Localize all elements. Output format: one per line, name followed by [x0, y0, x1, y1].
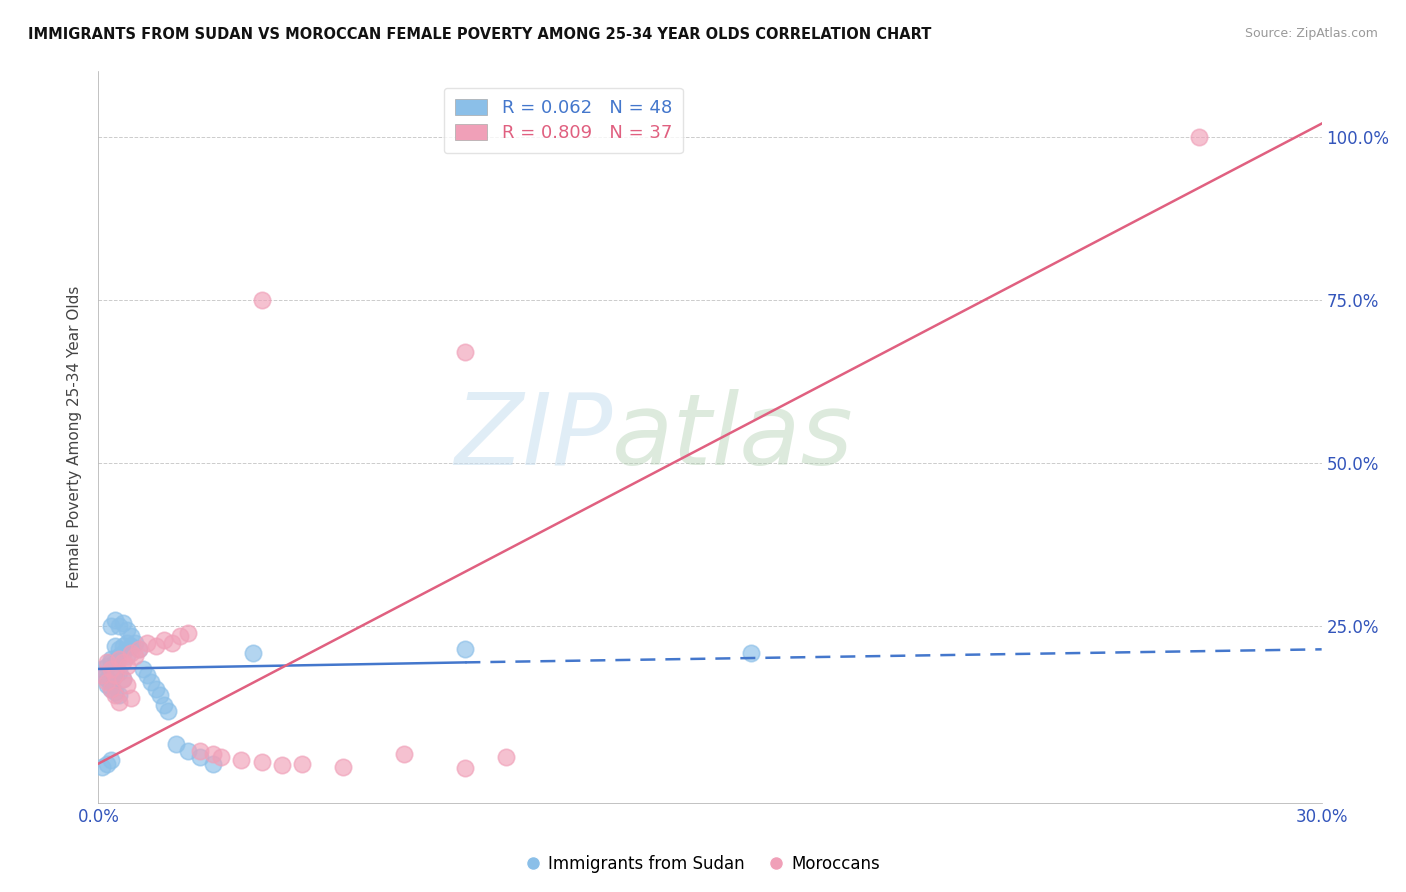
Point: [111, 616, 134, 631]
Point: [104, 656, 127, 670]
Point: [108, 665, 131, 680]
Point: [149, 688, 172, 702]
Point: [250, 756, 273, 770]
Point: [104, 668, 127, 682]
Point: [495, 750, 517, 764]
Point: [100, 675, 122, 690]
Point: [108, 688, 131, 702]
Point: [111, 646, 134, 660]
Point: [96, 672, 118, 686]
Point: [108, 619, 131, 633]
Point: [128, 642, 150, 657]
Point: [132, 662, 155, 676]
Point: [111, 639, 134, 653]
Point: [332, 760, 354, 774]
Point: [91, 668, 114, 682]
Point: [291, 756, 314, 771]
Point: [242, 646, 264, 660]
Point: [100, 681, 122, 696]
Point: [128, 642, 150, 657]
Point: [209, 750, 232, 764]
Point: [115, 678, 138, 692]
Point: [91, 760, 114, 774]
Point: [111, 672, 134, 686]
Point: [96, 678, 118, 692]
Point: [96, 656, 118, 670]
Point: [100, 619, 122, 633]
Point: [100, 652, 122, 666]
Text: IMMIGRANTS FROM SUDAN VS MOROCCAN FEMALE POVERTY AMONG 25-34 YEAR OLDS CORRELATI: IMMIGRANTS FROM SUDAN VS MOROCCAN FEMALE…: [28, 27, 932, 42]
Text: atlas: atlas: [612, 389, 853, 485]
Point: [108, 695, 131, 709]
Point: [392, 747, 416, 761]
Point: [136, 636, 159, 650]
Point: [124, 648, 146, 663]
Point: [120, 639, 142, 653]
Point: [111, 672, 134, 686]
Legend: R = 0.062   N = 48, R = 0.809   N = 37: R = 0.062 N = 48, R = 0.809 N = 37: [444, 87, 683, 153]
Point: [120, 691, 142, 706]
Point: [120, 646, 142, 660]
Point: [1188, 129, 1211, 144]
Point: [120, 629, 142, 643]
Point: [145, 681, 167, 696]
Point: [104, 685, 127, 699]
Point: [115, 623, 138, 637]
Point: [145, 639, 167, 653]
Point: [91, 662, 114, 676]
Point: [104, 688, 127, 702]
Y-axis label: Female Poverty Among 25-34 Year Olds: Female Poverty Among 25-34 Year Olds: [67, 286, 83, 588]
Point: [104, 668, 127, 682]
Point: [100, 662, 122, 676]
Point: [108, 652, 131, 666]
Text: ZIP: ZIP: [454, 389, 612, 485]
Point: [108, 642, 131, 657]
Point: [160, 636, 183, 650]
Point: [169, 629, 191, 643]
Point: [270, 758, 294, 772]
Point: [115, 648, 138, 663]
Point: [141, 675, 163, 690]
Point: [177, 626, 200, 640]
Point: [96, 658, 118, 673]
Point: [152, 698, 174, 712]
Point: [104, 639, 127, 653]
Point: [188, 750, 212, 764]
Point: [156, 705, 179, 719]
Point: [96, 756, 118, 771]
Point: [188, 743, 212, 757]
Point: [108, 648, 131, 663]
Point: [111, 656, 134, 670]
Point: [231, 753, 253, 767]
Point: [250, 293, 273, 307]
Point: [115, 636, 138, 650]
Point: [115, 658, 138, 673]
Point: [177, 743, 200, 757]
Point: [100, 753, 122, 767]
Point: [740, 646, 762, 660]
Point: [91, 668, 114, 682]
Point: [100, 681, 122, 696]
Point: [454, 761, 477, 775]
Point: [454, 345, 477, 359]
Point: [152, 632, 174, 647]
Point: [201, 756, 224, 771]
Point: [100, 656, 122, 670]
Legend: Immigrants from Sudan, Moroccans: Immigrants from Sudan, Moroccans: [519, 848, 887, 880]
Point: [104, 613, 127, 627]
Point: [201, 747, 224, 761]
Text: Source: ZipAtlas.com: Source: ZipAtlas.com: [1244, 27, 1378, 40]
Point: [124, 636, 146, 650]
Point: [454, 642, 477, 657]
Point: [165, 737, 187, 751]
Point: [96, 675, 118, 690]
Point: [136, 668, 159, 682]
